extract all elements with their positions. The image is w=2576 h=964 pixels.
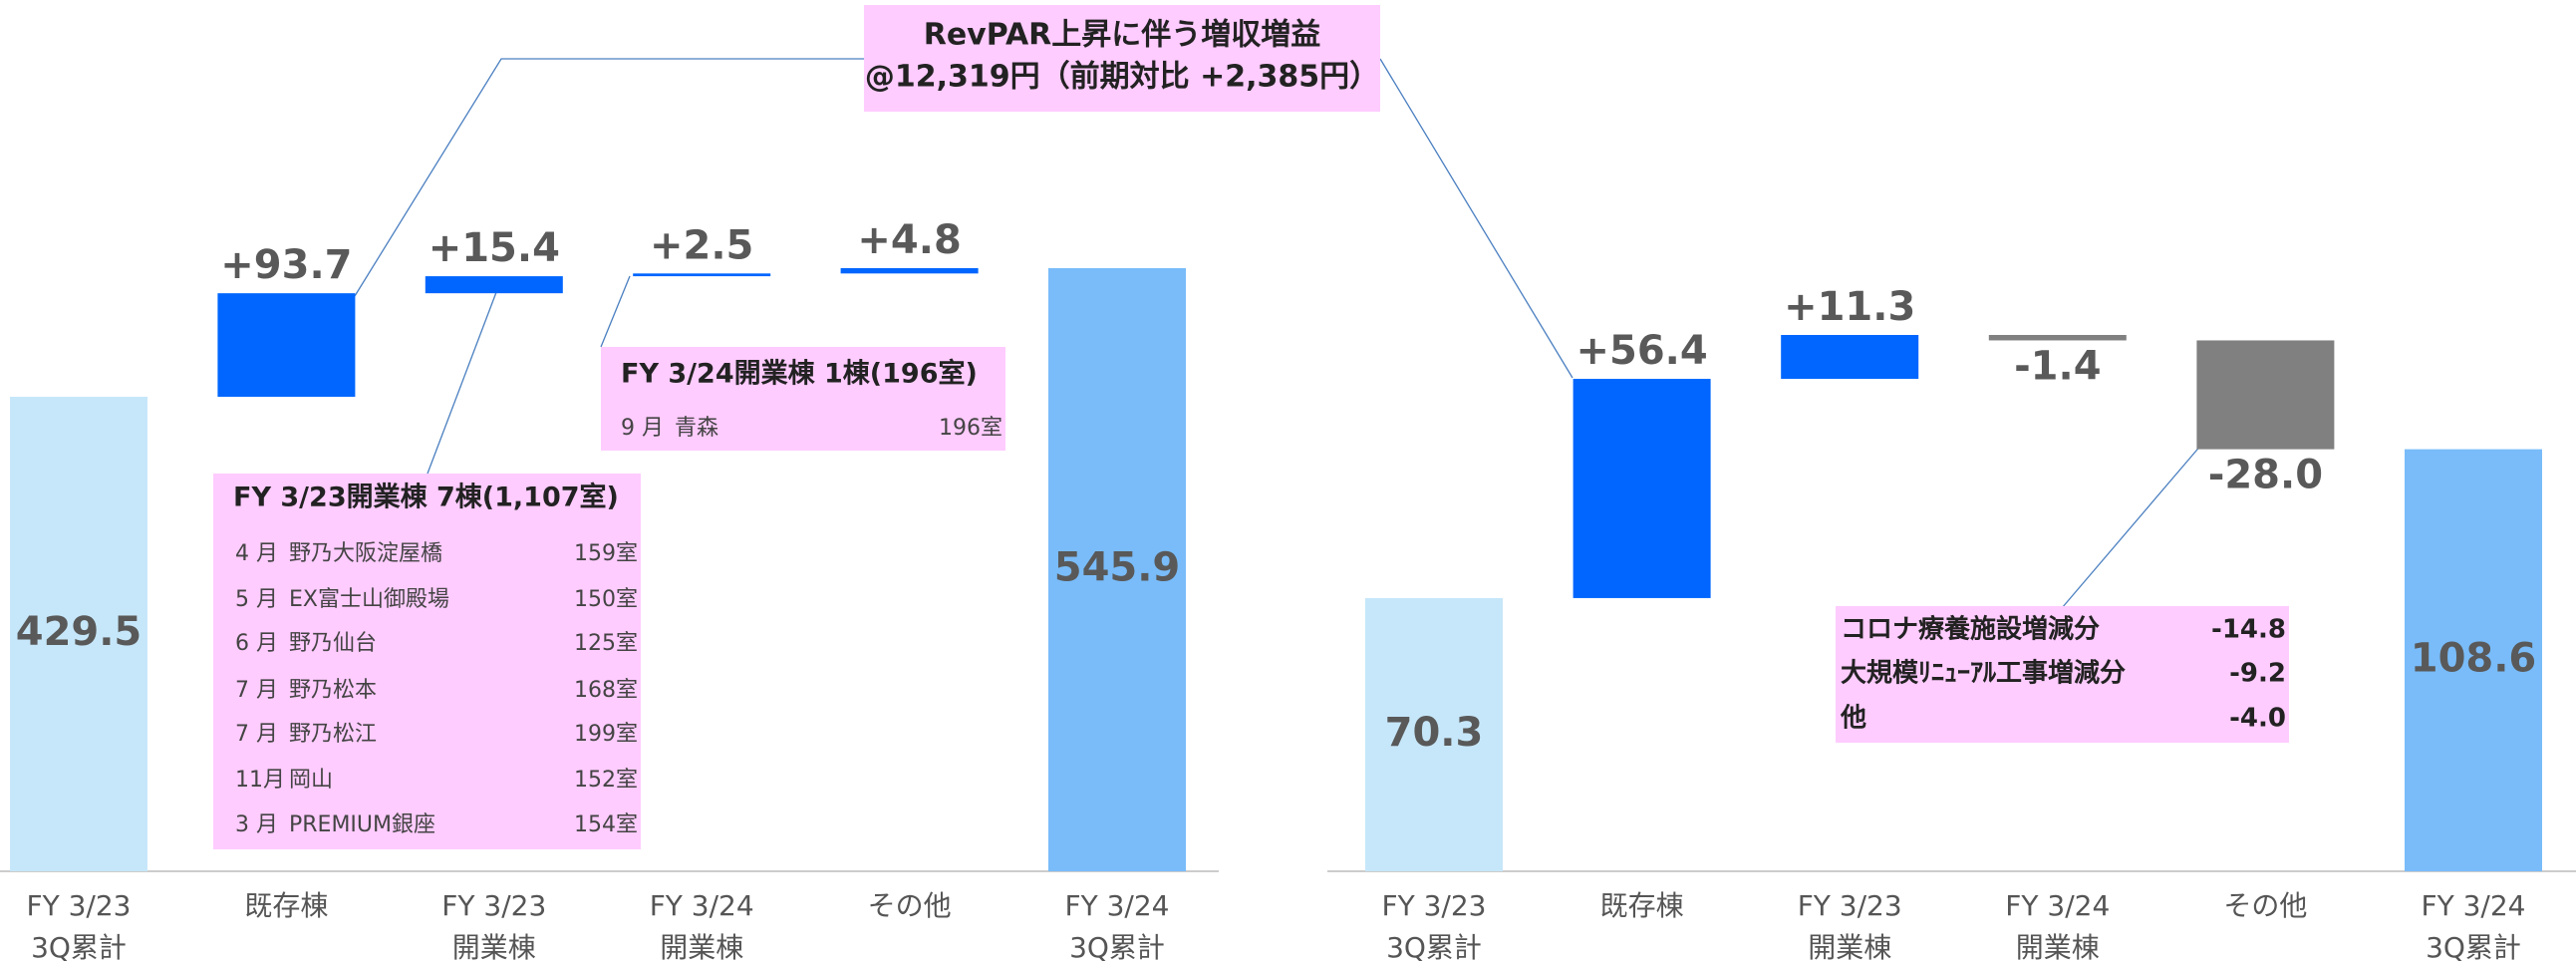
- box-name: 他: [1840, 704, 1866, 734]
- bar: [1048, 268, 1186, 871]
- value-label: -1.4: [2014, 343, 2101, 389]
- x-tick-label: FY 3/23 3Q累計: [27, 889, 132, 964]
- value-label: +4.8: [857, 217, 961, 263]
- box-name: 野乃仙台: [289, 631, 377, 656]
- box-month: 9 月: [621, 416, 664, 441]
- box-month: 4 月: [235, 541, 278, 566]
- box-title: FY 3/24開業棟 1棟(196室): [621, 358, 978, 390]
- x-tick-label: その他: [868, 889, 952, 922]
- x-tick-label: FY 3/24 開業棟: [2005, 889, 2110, 964]
- bar: [633, 273, 771, 277]
- bar: [1781, 335, 1919, 380]
- value-label: 108.6: [2411, 635, 2537, 681]
- bar: [2196, 340, 2335, 450]
- x-tick-label: FY 3/24 3Q累計: [2422, 889, 2526, 964]
- bar: [1573, 379, 1711, 598]
- note-box: [601, 347, 1005, 451]
- x-tick-label: 既存棟: [244, 889, 328, 922]
- box-rooms: 152室: [574, 768, 638, 793]
- box-month: 7 月: [235, 722, 278, 747]
- leader-line: [427, 278, 502, 475]
- x-tick-label: その他: [2223, 889, 2307, 922]
- box-rooms: 150室: [574, 587, 638, 612]
- bar: [840, 268, 979, 274]
- box-rooms: 125室: [574, 631, 638, 656]
- value-label: +93.7: [220, 242, 352, 288]
- x-tick-label: FY 3/24 開業棟: [650, 889, 754, 964]
- bar: [217, 293, 356, 398]
- box-month: 5 月: [235, 587, 278, 612]
- bar: [1988, 335, 2127, 341]
- box-name: 大規模ﾘﾆｭｰｱﾙ工事増減分: [1841, 659, 2126, 689]
- x-tick-label: FY 3/23 開業棟: [441, 889, 546, 964]
- box-month: 7 月: [235, 678, 278, 703]
- box-name: EX富士山御殿場: [289, 587, 449, 612]
- note-box: [1836, 606, 2289, 743]
- note-box: [213, 474, 641, 849]
- bar: [2405, 449, 2542, 871]
- x-tick-label: 既存棟: [1600, 889, 1684, 922]
- value-label: +2.5: [650, 222, 753, 268]
- box-name: コロナ療養施設増減分: [1841, 614, 2100, 645]
- bar: [425, 276, 563, 294]
- box-value: -14.8: [2211, 615, 2286, 645]
- box-name: 青森: [675, 416, 718, 441]
- leader-line: [1379, 58, 1574, 379]
- value-label: +15.4: [429, 225, 560, 271]
- leader-line: [600, 275, 631, 348]
- leader-line: [2061, 443, 2203, 609]
- box-name: 岡山: [289, 768, 333, 793]
- box-month: 6 月: [235, 631, 278, 656]
- box-title: FY 3/23開業棟 7棟(1,107室): [233, 482, 619, 513]
- box-rooms: 159室: [574, 541, 638, 566]
- note-text: @12,319円（前期対比 +2,385円）: [865, 60, 1379, 95]
- box-month: 3 月: [235, 812, 278, 837]
- box-rooms: 196室: [939, 416, 1002, 441]
- x-tick-label: FY 3/24 3Q累計: [1065, 889, 1170, 964]
- box-value: -4.0: [2229, 704, 2286, 734]
- leader-line: [354, 58, 864, 297]
- x-tick-label: FY 3/23 開業棟: [1798, 889, 1902, 964]
- box-rooms: 199室: [574, 722, 638, 747]
- value-label: 545.9: [1054, 545, 1181, 591]
- box-name: 野乃松本: [289, 678, 377, 703]
- bar: [10, 397, 147, 871]
- box-rooms: 154室: [574, 812, 638, 837]
- box-value: -9.2: [2229, 659, 2286, 689]
- note-text: RevPAR上昇に伴う増収増益: [924, 18, 1321, 53]
- value-label: 70.3: [1385, 710, 1484, 756]
- value-label: +56.4: [1575, 328, 1707, 374]
- bar: [1365, 597, 1503, 871]
- x-tick-label: FY 3/23 3Q累計: [1382, 889, 1487, 964]
- value-label: -28.0: [2208, 453, 2323, 498]
- value-label: 429.5: [16, 609, 143, 655]
- box-name: 野乃松江: [289, 722, 377, 747]
- box-rooms: 168室: [574, 678, 638, 703]
- note-box: [864, 5, 1380, 112]
- box-month: 11月: [235, 768, 285, 793]
- value-label: +11.3: [1784, 284, 1915, 330]
- box-name: 野乃大阪淀屋橋: [289, 541, 442, 566]
- box-name: PREMIUM銀座: [289, 812, 435, 837]
